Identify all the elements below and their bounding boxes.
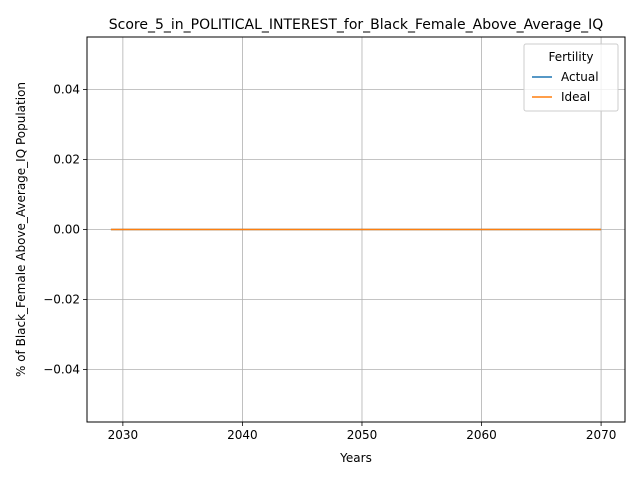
legend: Fertility Actual Ideal bbox=[523, 43, 619, 112]
y-tick-label: −0.02 bbox=[43, 293, 80, 307]
y-tick-label: 0.00 bbox=[53, 223, 80, 237]
y-tick-label: −0.04 bbox=[43, 363, 80, 377]
legend-title: Fertility bbox=[548, 50, 593, 64]
legend-entries: Actual Ideal bbox=[532, 70, 599, 104]
axis-ticks: 2030 2040 2050 2060 2070 −0.04 −0.02 0.00 0.02 0.… bbox=[43, 83, 616, 443]
y-tick-label: 0.04 bbox=[53, 83, 80, 97]
x-axis-label: Years bbox=[339, 451, 372, 465]
x-tick-label: 2050 bbox=[347, 428, 378, 442]
x-tick-label: 2030 bbox=[108, 428, 139, 442]
chart-title: Score_5_in_POLITICAL_INTEREST_for_Black_… bbox=[109, 17, 603, 33]
legend-label-actual: Actual bbox=[561, 70, 599, 84]
legend-label-ideal: Ideal bbox=[561, 90, 590, 104]
y-tick-label: 0.02 bbox=[53, 153, 80, 167]
legend-box bbox=[523, 43, 619, 112]
x-tick-label: 2040 bbox=[227, 428, 258, 442]
y-axis-label: % of Black_Female Above_Average_IQ Popul… bbox=[14, 82, 28, 377]
x-tick-label: 2060 bbox=[466, 428, 497, 442]
x-tick-label: 2070 bbox=[586, 428, 617, 442]
